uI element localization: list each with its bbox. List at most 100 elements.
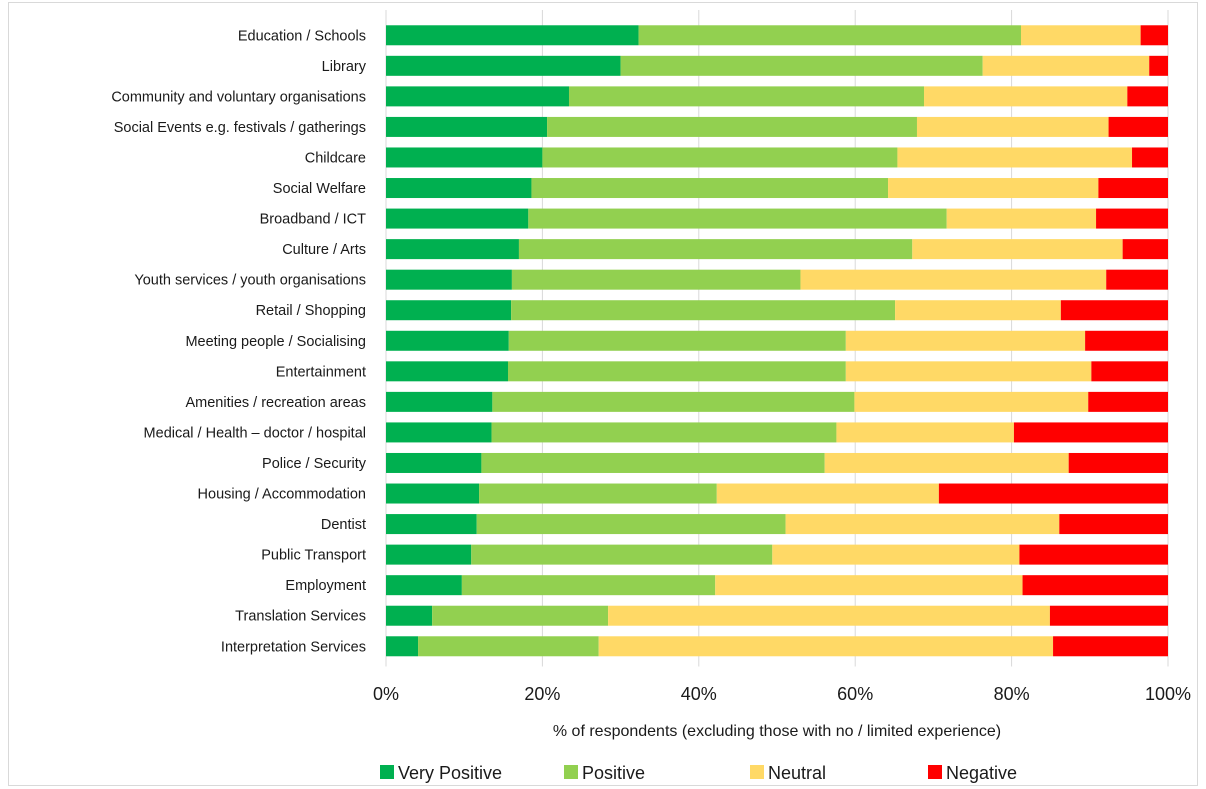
bar-segment xyxy=(1053,636,1168,657)
x-tick-label: 40% xyxy=(681,684,717,704)
bar-segment xyxy=(608,605,1050,626)
bar-segment xyxy=(386,55,621,76)
bar-segment xyxy=(938,483,1168,504)
bar-segment xyxy=(895,300,1061,321)
bar-segment xyxy=(1140,25,1168,46)
bar-segment xyxy=(386,361,508,382)
bar-segment xyxy=(716,483,939,504)
category-label: Public Transport xyxy=(261,548,366,564)
bar-segment xyxy=(542,147,898,168)
category-label: Social Welfare xyxy=(273,181,366,197)
bar-segment xyxy=(461,575,716,596)
legend-swatch xyxy=(750,765,764,779)
legend-swatch xyxy=(928,765,942,779)
bar-segment xyxy=(1096,208,1168,229)
category-label: Medical / Health – doctor / hospital xyxy=(144,425,366,441)
bar-segment xyxy=(1108,116,1168,137)
bar-segment xyxy=(1098,178,1168,199)
category-label: Social Events e.g. festivals / gathering… xyxy=(114,120,366,136)
bar-segment xyxy=(1091,361,1168,382)
bar-segment xyxy=(982,55,1150,76)
bar-segment xyxy=(1013,422,1168,443)
x-tick-label: 60% xyxy=(837,684,873,704)
category-label: Employment xyxy=(285,578,366,594)
category-label: Housing / Accommodation xyxy=(198,487,366,503)
bar-segment xyxy=(1068,452,1168,473)
category-label: Police / Security xyxy=(262,456,367,472)
bar-segment xyxy=(854,391,1089,412)
bar-segment xyxy=(386,452,482,473)
bar-segment xyxy=(800,269,1107,290)
bar-series xyxy=(386,25,1168,657)
legend-label: Neutral xyxy=(768,763,826,783)
category-label: Childcare xyxy=(305,150,366,166)
bar-segment xyxy=(386,269,512,290)
bar-segment xyxy=(568,86,925,107)
bar-segment xyxy=(386,330,509,351)
legend-swatch xyxy=(380,765,394,779)
bar-segment xyxy=(386,300,512,321)
bar-segment xyxy=(386,544,472,565)
bar-segment xyxy=(845,330,1086,351)
bar-segment xyxy=(824,452,1069,473)
category-label: Dentist xyxy=(321,517,366,533)
category-label: Meeting people / Socialising xyxy=(185,334,366,350)
bar-segment xyxy=(386,483,480,504)
bar-segment xyxy=(1149,55,1168,76)
x-tick-label: 20% xyxy=(524,684,560,704)
legend: Very Positive Positive Neutral Negative xyxy=(380,763,1017,783)
category-label: Community and voluntary organisations xyxy=(111,89,366,105)
bar-segment xyxy=(1088,391,1168,412)
legend-label: Positive xyxy=(582,763,645,783)
bar-segment xyxy=(946,208,1097,229)
bar-segment xyxy=(598,636,1054,657)
bar-segment xyxy=(1106,269,1168,290)
category-label: Youth services / youth organisations xyxy=(134,273,366,289)
category-labels: Education / Schools Library Community and … xyxy=(111,28,366,655)
bar-segment xyxy=(888,178,1099,199)
bar-segment xyxy=(1049,605,1168,626)
category-label: Translation Services xyxy=(235,609,366,625)
bar-segment xyxy=(386,422,492,443)
category-label: Amenities / recreation areas xyxy=(185,395,366,411)
bar-segment xyxy=(785,514,1060,535)
bar-segment xyxy=(1060,300,1168,321)
bar-segment xyxy=(386,178,532,199)
bar-segment xyxy=(479,483,717,504)
bar-segment xyxy=(620,55,983,76)
bar-segment xyxy=(386,86,569,107)
category-label: Interpretation Services xyxy=(221,639,366,655)
bar-segment xyxy=(386,25,639,46)
x-axis-title: % of respondents (excluding those with n… xyxy=(553,723,1001,740)
bar-segment xyxy=(386,605,433,626)
bar-segment xyxy=(471,544,773,565)
bar-segment xyxy=(386,208,529,229)
category-label: Broadband / ICT xyxy=(260,212,367,228)
category-label: Entertainment xyxy=(276,364,366,380)
bar-segment xyxy=(492,391,855,412)
category-label: Education / Schools xyxy=(238,28,366,44)
bar-segment xyxy=(1122,239,1168,260)
legend-label: Negative xyxy=(946,763,1017,783)
bar-segment xyxy=(518,239,913,260)
x-tick-label: 0% xyxy=(373,684,399,704)
bar-segment xyxy=(386,239,519,260)
bar-segment xyxy=(912,239,1123,260)
x-tick-label: 100% xyxy=(1145,684,1191,704)
bar-segment xyxy=(1020,25,1141,46)
x-tick-label: 80% xyxy=(994,684,1030,704)
bar-segment xyxy=(897,147,1133,168)
bar-segment xyxy=(1019,544,1168,565)
bar-segment xyxy=(386,147,543,168)
bar-segment xyxy=(386,575,462,596)
bar-segment xyxy=(772,544,1020,565)
bar-segment xyxy=(386,636,419,657)
bar-segment xyxy=(386,391,493,412)
bar-segment xyxy=(476,514,786,535)
bar-segment xyxy=(386,514,477,535)
bar-segment xyxy=(531,178,889,199)
bar-segment xyxy=(432,605,609,626)
bar-segment xyxy=(491,422,837,443)
bar-segment xyxy=(386,116,548,137)
